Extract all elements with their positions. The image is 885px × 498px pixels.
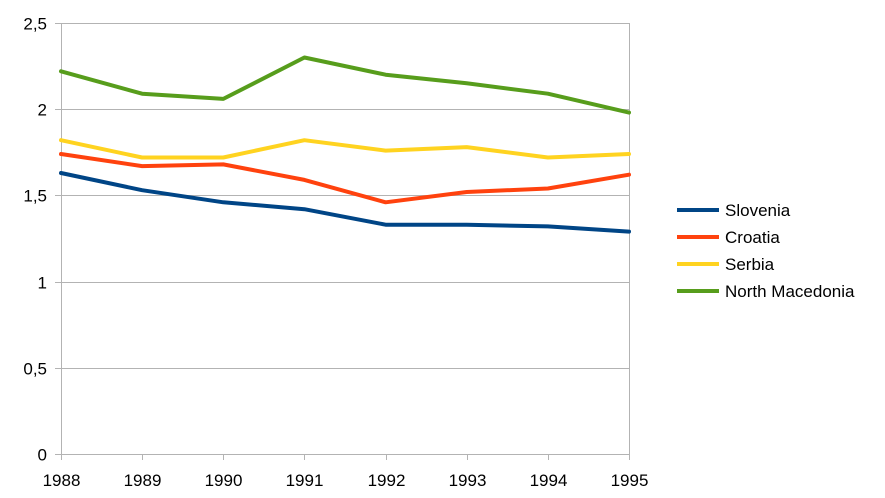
legend-item: North Macedonia xyxy=(677,282,855,301)
x-tick-label: 1994 xyxy=(530,471,568,490)
series-line-north-macedonia xyxy=(59,55,631,115)
x-tick-label: 1993 xyxy=(449,471,487,490)
legend-label: Serbia xyxy=(725,255,775,274)
series-lines xyxy=(59,55,631,234)
x-axis-ticks: 1988 1989 1990 1991 1992 1993 1994 1995 xyxy=(43,454,649,490)
axes xyxy=(61,23,630,455)
y-tick-label: 1,5 xyxy=(23,187,47,206)
x-tick-label: 1989 xyxy=(124,471,162,490)
legend-label: Croatia xyxy=(725,228,780,247)
y-tick-label: 0 xyxy=(38,446,47,465)
legend-item: Slovenia xyxy=(677,201,791,220)
series-line-croatia xyxy=(59,152,631,205)
x-tick-label: 1995 xyxy=(611,471,649,490)
x-tick-label: 1988 xyxy=(43,471,81,490)
y-tick-label: 2,5 xyxy=(23,15,47,34)
y-axis-ticks: 0 0,5 1 1,5 2 2,5 xyxy=(23,15,61,465)
x-tick-label: 1990 xyxy=(205,471,243,490)
legend-label: Slovenia xyxy=(725,201,791,220)
x-tick-label: 1991 xyxy=(286,471,324,490)
y-tick-label: 2 xyxy=(38,101,47,120)
y-tick-label: 1 xyxy=(38,274,47,293)
legend-label: North Macedonia xyxy=(725,282,855,301)
legend-item: Croatia xyxy=(677,228,780,247)
series-line-serbia xyxy=(59,138,631,160)
series-line-slovenia xyxy=(59,171,631,234)
legend-item: Serbia xyxy=(677,255,775,274)
x-tick-label: 1992 xyxy=(368,471,406,490)
legend: Slovenia Croatia Serbia North Macedonia xyxy=(677,201,855,301)
y-tick-label: 0,5 xyxy=(23,360,47,379)
grid-lines xyxy=(61,23,629,369)
